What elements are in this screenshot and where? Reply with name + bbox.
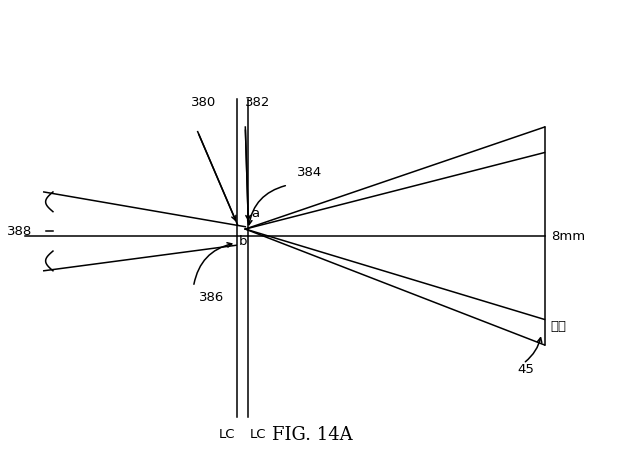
Text: b: b (239, 235, 248, 248)
Text: 386: 386 (199, 291, 225, 304)
Text: 380: 380 (191, 96, 216, 109)
Text: 388: 388 (7, 225, 32, 238)
Text: a: a (251, 208, 259, 220)
Text: FIG. 14A: FIG. 14A (272, 426, 353, 444)
Text: LC: LC (219, 429, 236, 441)
Text: 45: 45 (518, 363, 535, 376)
Text: 瞳孔: 瞳孔 (550, 320, 567, 333)
Text: 384: 384 (297, 166, 322, 179)
Text: 382: 382 (245, 96, 270, 109)
Text: 8mm: 8mm (550, 229, 585, 243)
Text: LC: LC (250, 429, 267, 441)
